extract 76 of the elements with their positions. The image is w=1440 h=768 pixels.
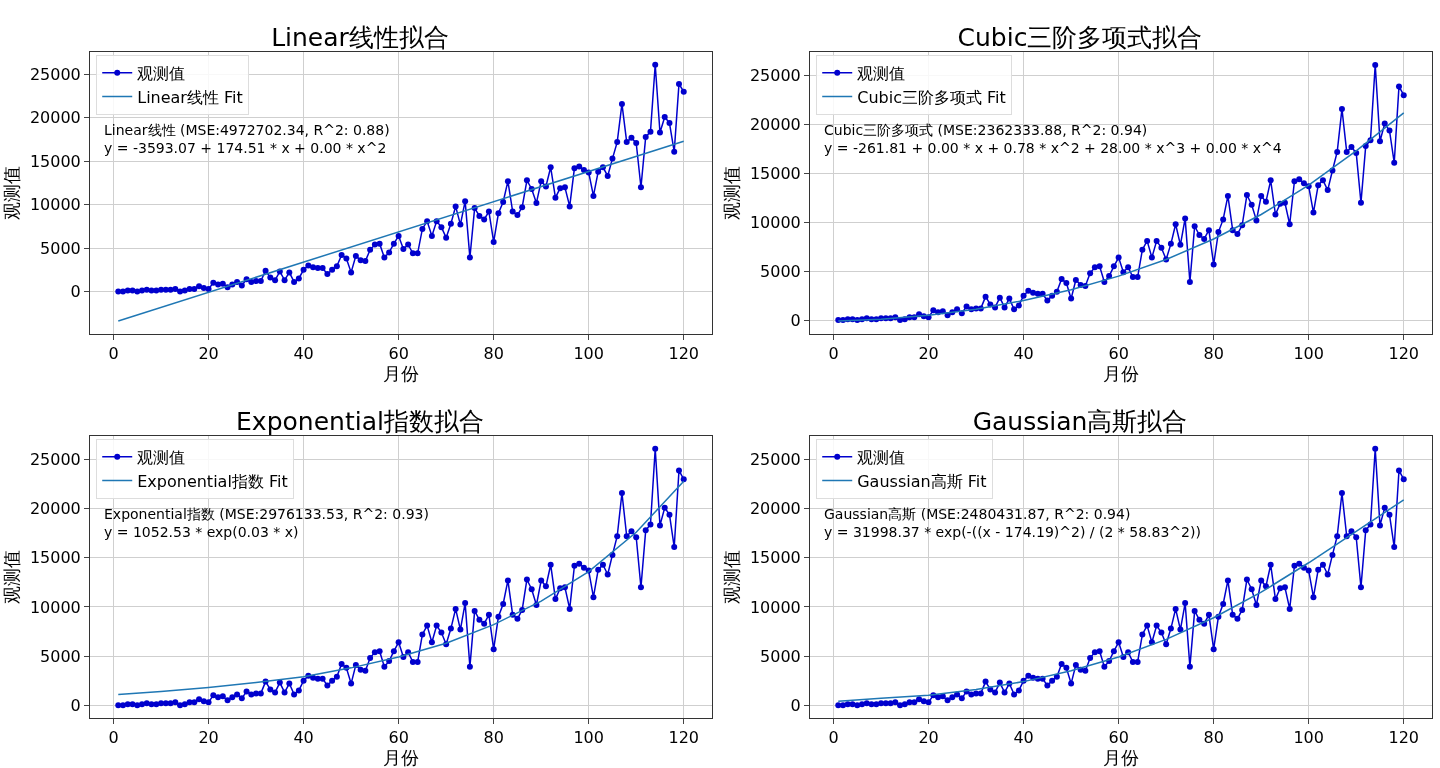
x-tick-label: 120: [1388, 344, 1419, 364]
y-tick-label: 0: [790, 310, 801, 330]
x-tick-label: 40: [293, 728, 314, 748]
x-tick-label: 60: [1108, 728, 1129, 748]
y-tick-label: 0: [70, 282, 81, 302]
y-tick-label: 25000: [749, 66, 801, 86]
x-tick-label: 20: [918, 344, 939, 364]
x-tick-label: 120: [1388, 728, 1419, 748]
x-tick-label: 20: [918, 728, 939, 748]
y-tick-label: 0: [790, 695, 801, 715]
y-tick-label: 25000: [749, 450, 801, 470]
y-tick-label: 15000: [749, 164, 801, 184]
annotation: Linear线性 (MSE:4972702.34, R^2: 0.88) y = -3593.07 + 174.51 * x + 0.00 * x^2: [104, 122, 390, 157]
x-tick-label: 80: [1203, 344, 1224, 364]
y-axis-title: 观测值: [721, 550, 743, 604]
x-tick-label: 120: [668, 344, 699, 364]
y-tick-label: 10000: [749, 597, 801, 617]
x-tick-label: 100: [573, 344, 604, 364]
legend-label: 观测值: [137, 447, 186, 467]
y-tick-label: 10000: [749, 212, 801, 232]
y-axis-title: 观测值: [1, 166, 23, 220]
x-tick-label: 100: [1293, 344, 1324, 364]
y-tick-label: 0: [70, 695, 81, 715]
y-tick-label: 25000: [29, 64, 81, 84]
legend-label: Linear线性 Fit: [137, 87, 243, 107]
x-tick-label: 80: [1203, 728, 1224, 748]
y-tick-label: 20000: [749, 499, 801, 519]
x-tick-label: 0: [828, 344, 839, 364]
y-tick-label: 20000: [29, 108, 81, 128]
y-tick-label: 10000: [29, 195, 81, 215]
y-tick-label: 5000: [760, 261, 801, 281]
x-tick-label: 20: [198, 344, 219, 364]
x-tick-label: 80: [483, 344, 504, 364]
x-tick-label: 0: [108, 728, 119, 748]
y-axis-title: 观测值: [1, 550, 23, 604]
y-tick-label: 15000: [749, 548, 801, 568]
y-tick-label: 15000: [29, 151, 81, 171]
x-tick-label: 60: [388, 344, 409, 364]
x-tick-label: 60: [388, 728, 409, 748]
y-tick-label: 25000: [29, 450, 81, 470]
x-tick-label: 20: [198, 728, 219, 748]
y-tick-label: 20000: [29, 499, 81, 519]
x-tick-label: 0: [108, 344, 119, 364]
x-tick-label: 80: [483, 728, 504, 748]
y-tick-label: 5000: [40, 238, 81, 258]
x-tick-label: 40: [1013, 728, 1034, 748]
x-tick-label: 120: [668, 728, 699, 748]
x-tick-label: 100: [573, 728, 604, 748]
x-tick-label: 40: [293, 344, 314, 364]
legend-label: Exponential指数 Fit: [137, 471, 288, 491]
legend-label: 观测值: [857, 63, 906, 83]
legend-label: 观测值: [137, 63, 186, 83]
y-tick-label: 20000: [749, 115, 801, 135]
chart-title: Cubic三阶多项式拟合: [957, 23, 1203, 52]
y-tick-label: 5000: [40, 646, 81, 666]
y-tick-label: 5000: [760, 646, 801, 666]
x-tick-label: 100: [1293, 728, 1324, 748]
annotation: Gaussian高斯 (MSE:2480431.87, R^2: 0.94) y = 31998.37 * exp(-((x - 174.19)^2) / (2 * 58.83^2)): [824, 506, 1201, 541]
x-axis-title: 月份: [383, 747, 419, 768]
annotation: Cubic三阶多项式 (MSE:2362333.88, R^2: 0.94) y = -261.81 + 0.00 * x + 0.78 * x^2 + 28.00 * x^3 + 0.00 * x^4: [824, 122, 1282, 157]
annotation: Exponential指数 (MSE:2976133.53, R^2: 0.93) y = 1052.53 * exp(0.03 * x): [104, 506, 429, 541]
x-tick-label: 40: [1013, 344, 1034, 364]
chart-title: Linear线性拟合: [271, 23, 449, 52]
x-tick-label: 60: [1108, 344, 1129, 364]
y-tick-label: 10000: [29, 597, 81, 617]
legend-label: 观测值: [857, 447, 906, 467]
y-axis-title: 观测值: [721, 166, 743, 220]
x-axis-title: 月份: [1103, 747, 1139, 768]
chart-title: Gaussian高斯拟合: [972, 407, 1188, 436]
legend-label: Gaussian高斯 Fit: [857, 471, 987, 491]
chart-title: Exponential指数拟合: [236, 407, 484, 436]
y-tick-label: 15000: [29, 548, 81, 568]
legend-label: Cubic三阶多项式 Fit: [857, 87, 1006, 107]
x-axis-title: 月份: [1103, 363, 1139, 384]
x-tick-label: 0: [828, 728, 839, 748]
x-axis-title: 月份: [383, 363, 419, 384]
